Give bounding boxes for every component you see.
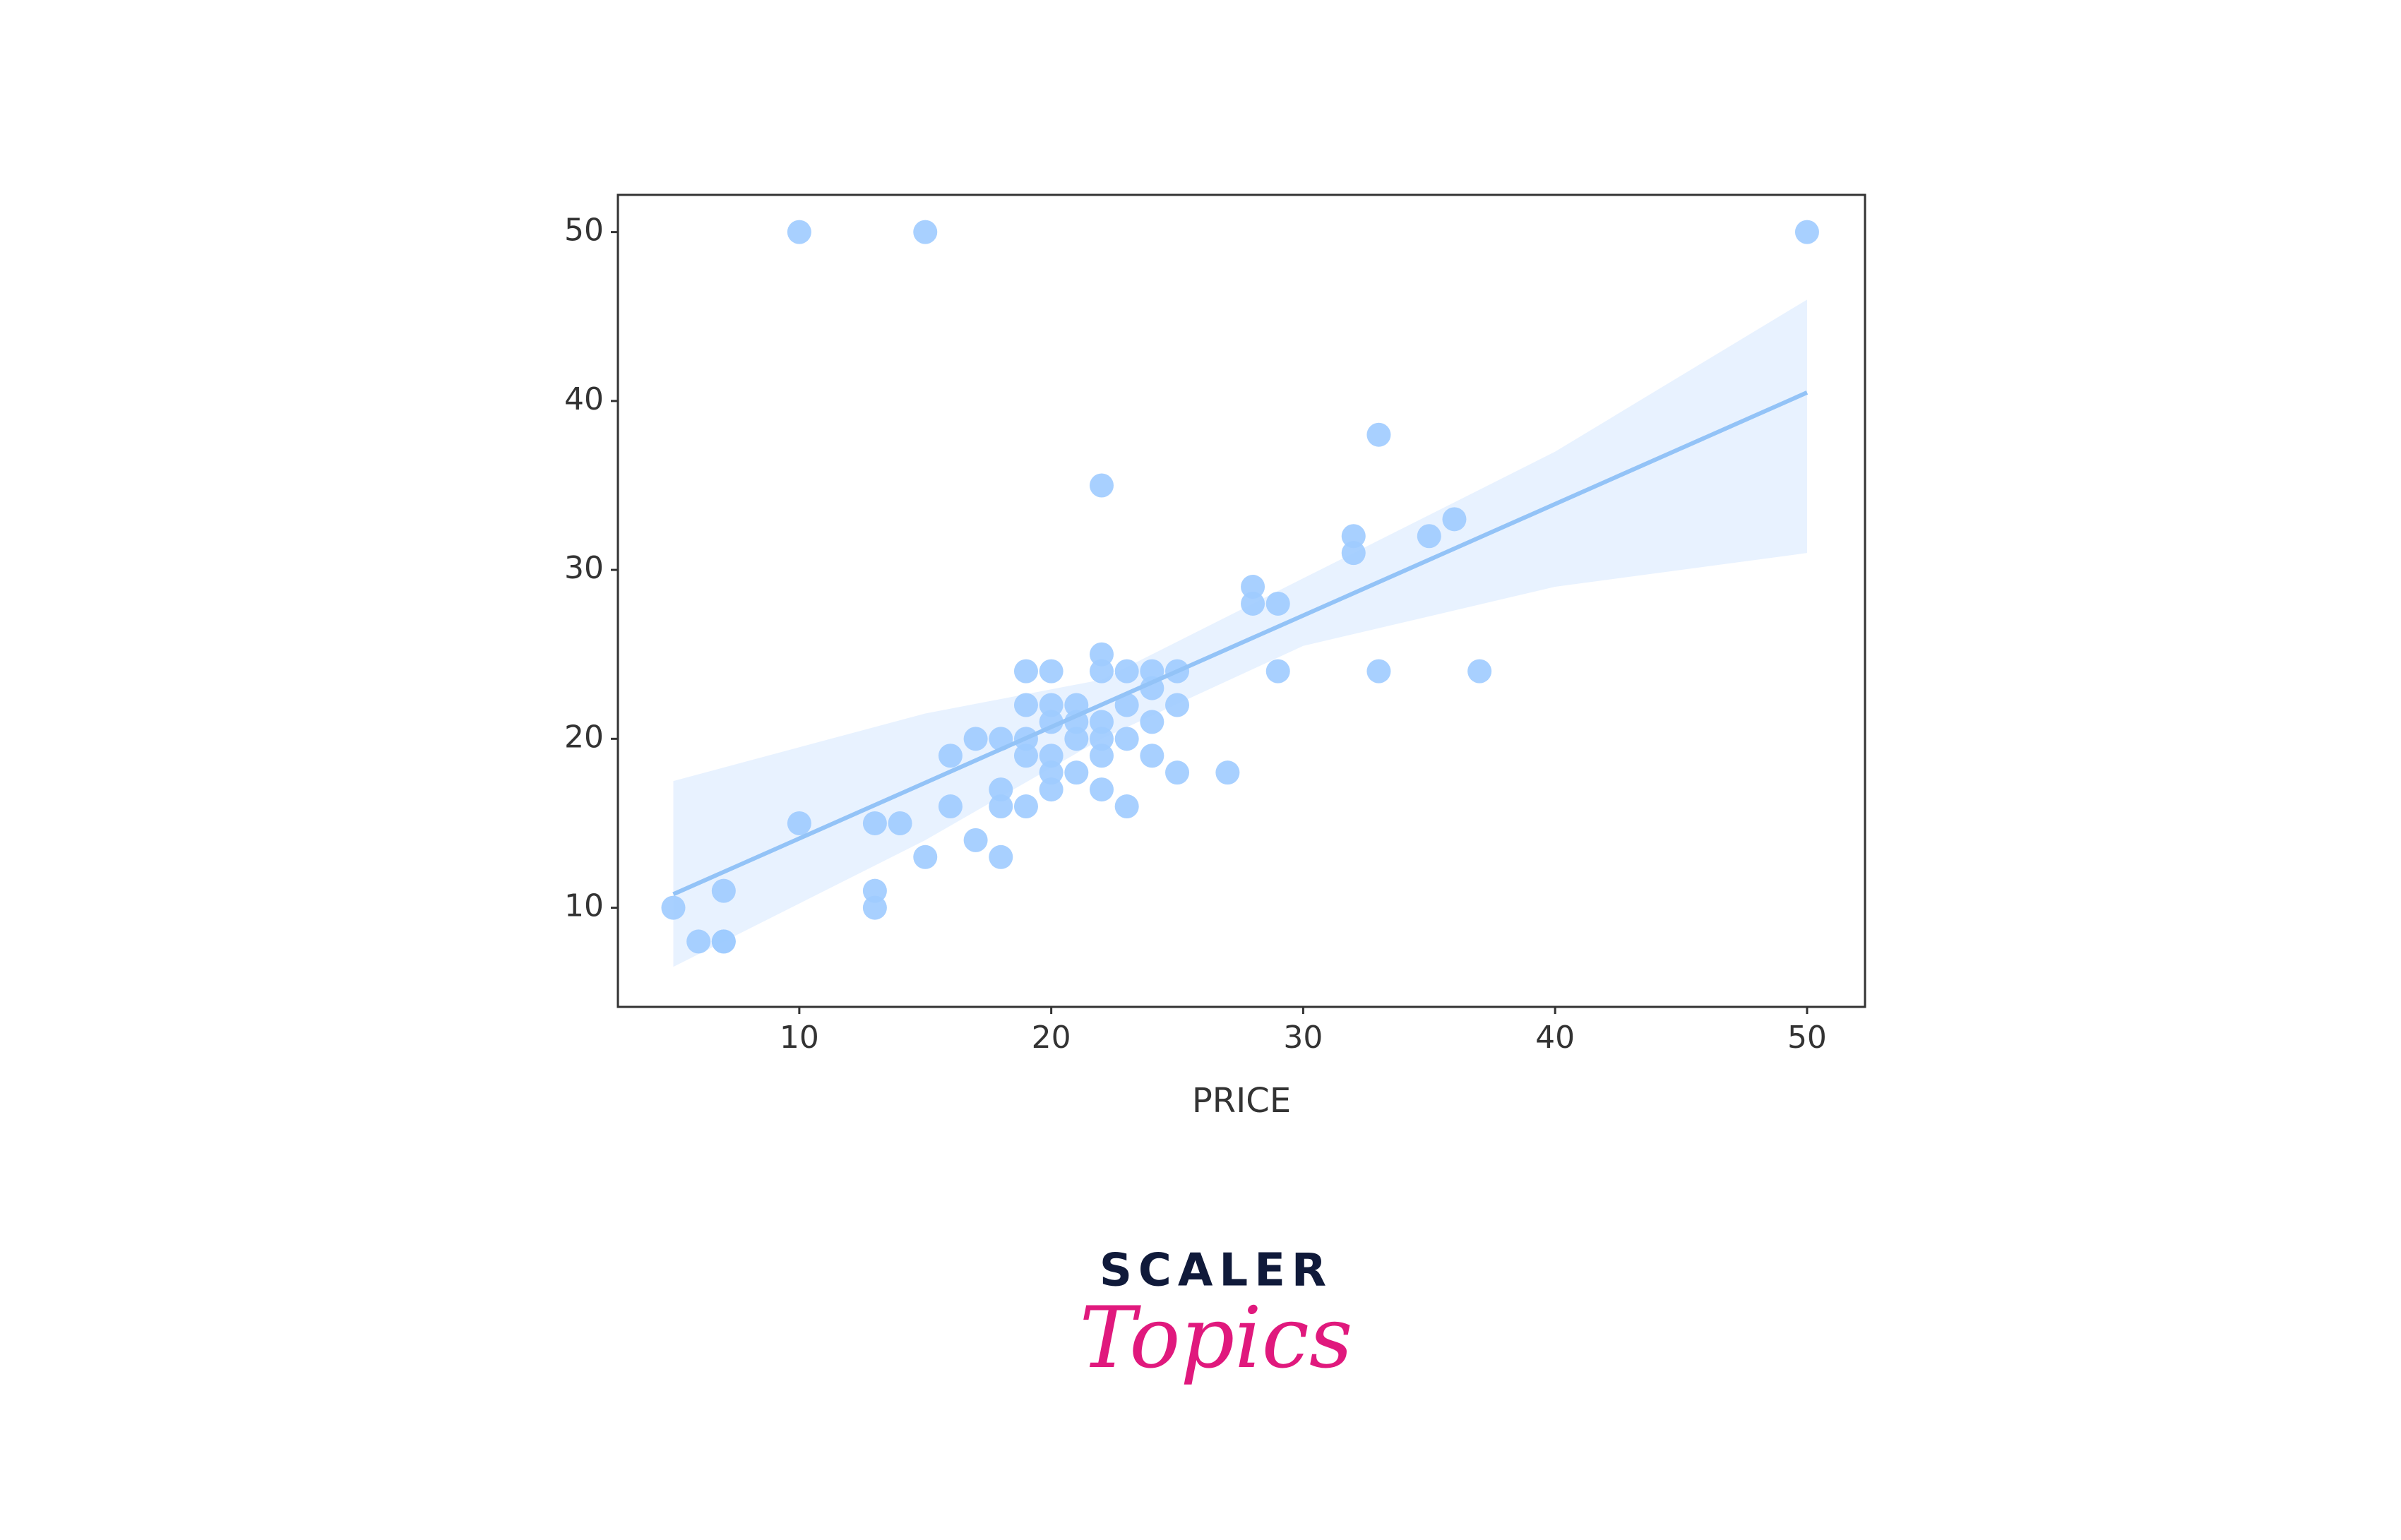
point bbox=[1013, 744, 1038, 768]
point bbox=[963, 828, 988, 852]
point bbox=[963, 727, 988, 751]
point bbox=[1140, 659, 1164, 684]
x-tick-label: 40 bbox=[1535, 1020, 1575, 1056]
point bbox=[938, 794, 963, 819]
point bbox=[1467, 659, 1492, 684]
point bbox=[1013, 794, 1038, 819]
y-tick-label: 30 bbox=[564, 550, 604, 586]
point bbox=[1215, 760, 1240, 785]
point bbox=[989, 794, 1013, 819]
point bbox=[1089, 710, 1114, 734]
point bbox=[1039, 659, 1064, 684]
point bbox=[1039, 777, 1064, 802]
point bbox=[1241, 575, 1265, 599]
point bbox=[1013, 693, 1038, 717]
point bbox=[686, 929, 711, 954]
point bbox=[1794, 220, 1819, 244]
point bbox=[1114, 727, 1139, 751]
point bbox=[862, 878, 887, 903]
point bbox=[1039, 744, 1064, 768]
point bbox=[1114, 693, 1139, 717]
x-tick-label: 30 bbox=[1283, 1020, 1323, 1056]
point bbox=[1442, 507, 1467, 532]
point bbox=[913, 844, 938, 869]
point bbox=[1366, 659, 1391, 684]
point bbox=[989, 777, 1013, 802]
point bbox=[1039, 760, 1064, 785]
point bbox=[1265, 591, 1290, 616]
x-tick-label: 20 bbox=[1032, 1020, 1071, 1056]
point bbox=[1013, 659, 1038, 684]
point bbox=[1089, 744, 1114, 768]
point bbox=[1165, 760, 1190, 785]
point bbox=[1089, 642, 1114, 667]
point bbox=[862, 811, 887, 835]
point bbox=[1366, 422, 1391, 447]
point bbox=[1039, 693, 1064, 717]
point bbox=[1089, 777, 1114, 802]
point bbox=[888, 811, 912, 835]
y-tick-label: 20 bbox=[564, 719, 604, 755]
point bbox=[787, 220, 811, 244]
regression-line bbox=[672, 390, 1809, 897]
point bbox=[661, 895, 686, 920]
confidence-band bbox=[673, 299, 1807, 967]
point bbox=[1114, 794, 1139, 819]
point bbox=[1064, 727, 1089, 751]
point bbox=[1341, 541, 1366, 566]
y-tick-label: 40 bbox=[564, 381, 604, 417]
point bbox=[1089, 727, 1114, 751]
logo-tagline: Topics bbox=[1080, 1289, 1353, 1387]
point bbox=[1341, 524, 1366, 549]
x-tick-label: 10 bbox=[780, 1020, 819, 1056]
y-tick-label: 50 bbox=[564, 213, 604, 249]
x-tick-label: 50 bbox=[1787, 1020, 1827, 1056]
plot-frame bbox=[616, 193, 1866, 1008]
point bbox=[1089, 659, 1114, 684]
point bbox=[1165, 693, 1190, 717]
point bbox=[862, 895, 887, 920]
logo-name: SCALER bbox=[1100, 1245, 1333, 1297]
point bbox=[1140, 676, 1164, 700]
point bbox=[989, 844, 1013, 869]
point bbox=[711, 929, 736, 954]
point bbox=[787, 811, 811, 835]
y-tick-label: 10 bbox=[564, 888, 604, 924]
point bbox=[711, 878, 736, 903]
point bbox=[1064, 760, 1089, 785]
point bbox=[1114, 659, 1139, 684]
point bbox=[1064, 710, 1089, 734]
point bbox=[1241, 591, 1265, 616]
point bbox=[913, 220, 938, 244]
point bbox=[1089, 473, 1114, 498]
point bbox=[1140, 710, 1164, 734]
point bbox=[1417, 524, 1441, 549]
point bbox=[1265, 659, 1290, 684]
x-axis-label: PRICE bbox=[1192, 1081, 1291, 1121]
point bbox=[1140, 744, 1164, 768]
point bbox=[938, 744, 963, 768]
